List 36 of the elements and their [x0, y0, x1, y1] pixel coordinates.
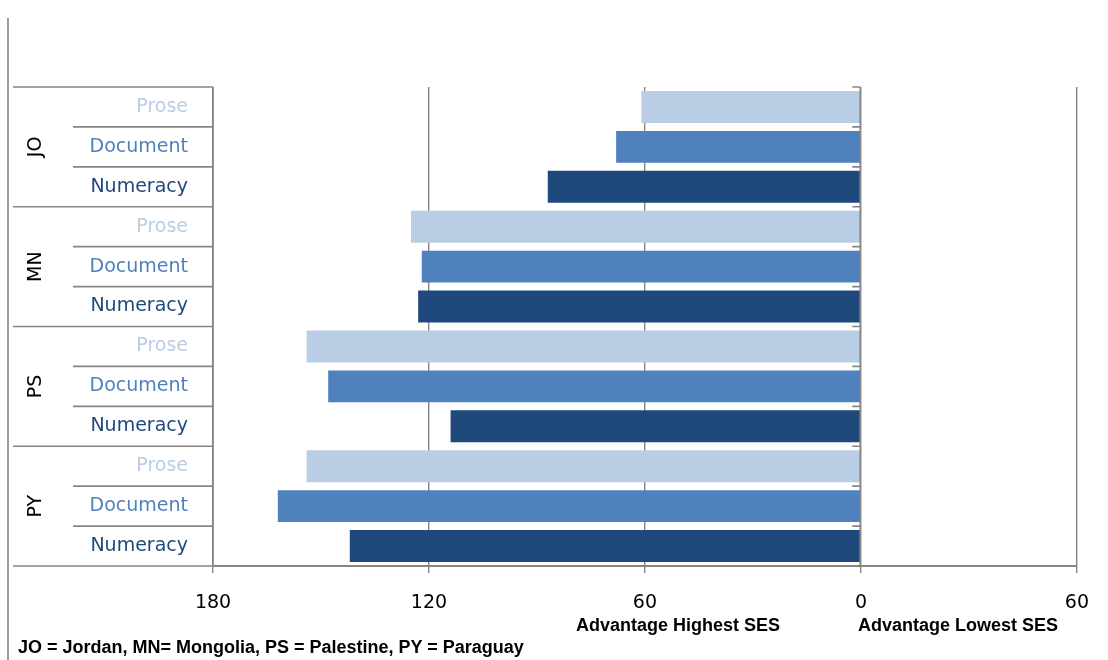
y-tick-label: PY	[22, 494, 45, 518]
text: Document	[89, 493, 188, 516]
bar	[306, 450, 861, 483]
bar	[547, 170, 861, 203]
bar	[418, 290, 861, 323]
text: Numeracy	[90, 173, 188, 196]
bar	[410, 210, 861, 243]
text: Numeracy	[90, 293, 188, 316]
bar	[616, 130, 861, 163]
y-tick-label: JO	[22, 136, 45, 159]
text: JO = Jordan, MN= Mongolia, PS = Palestine, PY = Paraguay	[18, 636, 524, 657]
text: Advantage Highest SES	[575, 614, 780, 635]
text: Prose	[136, 333, 188, 356]
text: Document	[89, 373, 188, 396]
bar	[349, 530, 861, 563]
bar	[277, 490, 861, 523]
text: Prose	[136, 93, 188, 116]
bar	[641, 90, 861, 123]
text: Prose	[136, 213, 188, 236]
text: Numeracy	[90, 413, 188, 436]
text: Prose	[136, 453, 188, 476]
x-tick-label: 60	[632, 590, 658, 613]
text: Document	[89, 133, 188, 156]
text: Numeracy	[90, 532, 188, 555]
text: Document	[89, 253, 188, 276]
x-tick-label: 0	[854, 590, 867, 613]
y-tick-label: MN	[22, 251, 45, 282]
y-tick-label: PS	[22, 374, 45, 399]
bar	[450, 410, 861, 443]
x-tick-label: 60	[1064, 590, 1090, 613]
bar	[328, 370, 861, 403]
x-tick-label: 180	[194, 590, 232, 613]
bar	[306, 330, 861, 363]
x-tick-label: 120	[410, 590, 448, 613]
text: Advantage Lowest SES	[858, 614, 1059, 635]
bar	[421, 250, 861, 283]
